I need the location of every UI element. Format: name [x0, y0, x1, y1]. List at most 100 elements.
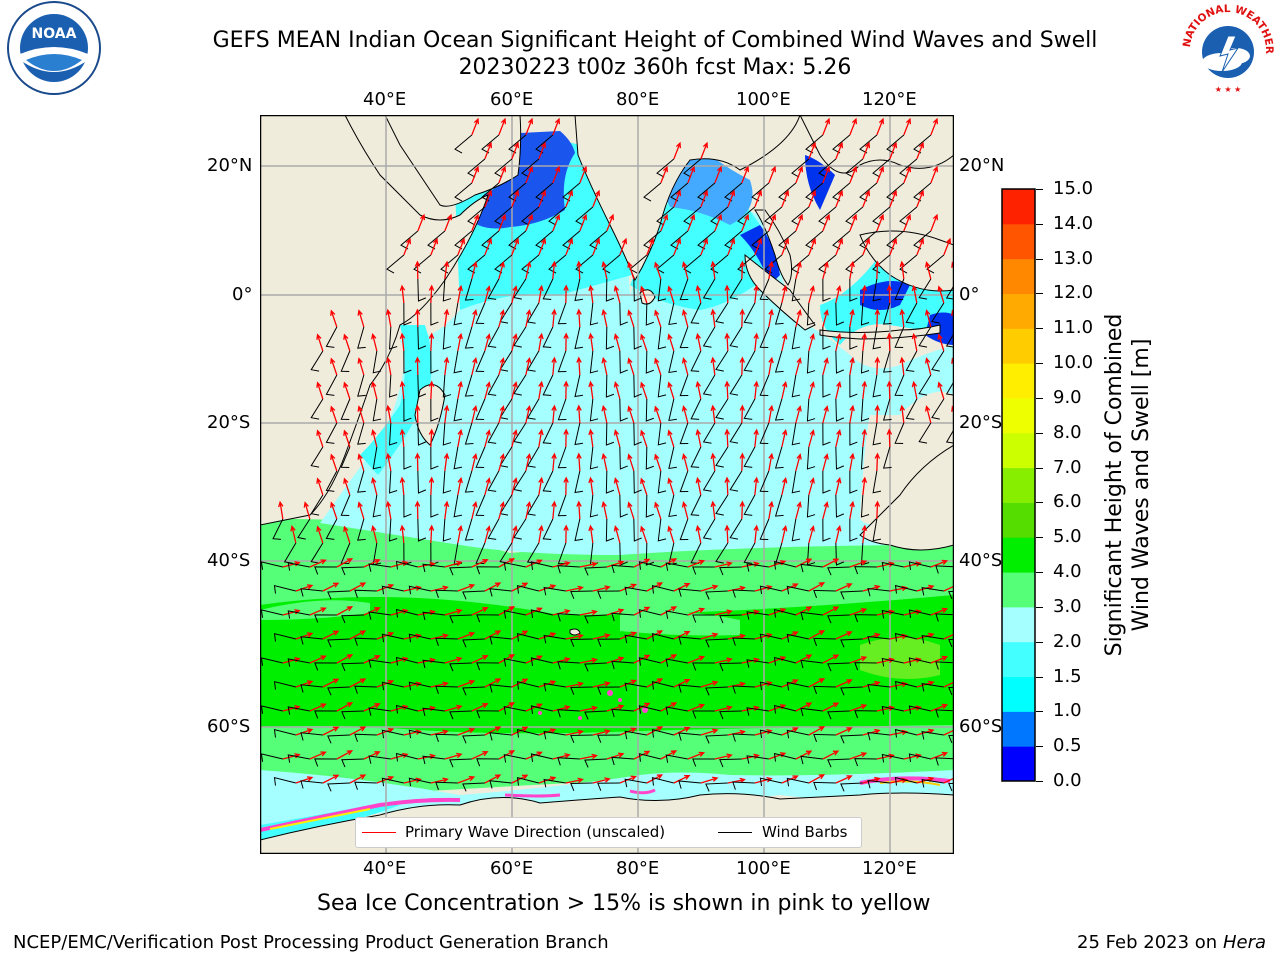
- wave-direction-arrow: [592, 777, 611, 784]
- colorbar-cell: [1002, 572, 1035, 608]
- chart-title: GEFS MEAN Indian Ocean Significant Heigh…: [212, 28, 1098, 53]
- wind-barb: [530, 609, 553, 618]
- wind-barb: [476, 662, 499, 671]
- wind-barb: [872, 206, 891, 226]
- wave-direction-arrow: [552, 117, 561, 136]
- wave-direction-arrow: [576, 260, 582, 280]
- wave-direction-arrow: [613, 525, 621, 544]
- wave-direction-arrow: [336, 654, 354, 664]
- wind-barb: [300, 636, 323, 645]
- wind-barb: [908, 753, 931, 763]
- wave-direction-arrow: [444, 213, 453, 232]
- wind-barb: [860, 542, 870, 566]
- wave-direction-arrow: [849, 704, 868, 712]
- wind-barb: [516, 728, 539, 738]
- wave-direction-arrow: [781, 476, 788, 496]
- wind-barb: [806, 398, 816, 422]
- wind-barb: [759, 777, 782, 787]
- wind-barb: [574, 374, 584, 398]
- wave-direction-arrow: [498, 309, 505, 328]
- wind-barb: [310, 542, 324, 564]
- wave-direction-arrow: [640, 429, 648, 448]
- wind-barb: [702, 518, 716, 540]
- wind-barb: [381, 633, 404, 643]
- wave-direction-arrow: [417, 213, 426, 232]
- colorbar-cell: [1002, 223, 1035, 260]
- wave-direction-arrow: [724, 284, 730, 304]
- wind-barb: [773, 656, 796, 666]
- wind-barb: [800, 707, 823, 717]
- wave-direction-arrow: [525, 607, 543, 616]
- wind-barb: [668, 350, 677, 374]
- wave-direction-arrow: [681, 357, 689, 376]
- wind-barb: [702, 278, 716, 300]
- wave-direction-arrow: [768, 165, 777, 184]
- wind-barb: [894, 374, 905, 396]
- wave-direction-arrow: [835, 775, 853, 784]
- wave-direction-arrow: [754, 585, 773, 592]
- wave-direction-arrow: [613, 429, 621, 448]
- wave-direction-arrow: [606, 213, 615, 232]
- lat-label-right: 20°N: [959, 155, 1005, 176]
- wind-barb: [530, 705, 553, 714]
- wave-direction-arrow: [835, 141, 844, 160]
- colorbar-tick-mark: [1036, 223, 1043, 225]
- wind-barb: [872, 158, 891, 178]
- wave-direction-arrow: [563, 428, 569, 448]
- wave-direction-arrow: [795, 606, 813, 616]
- wind-barb: [453, 302, 463, 326]
- wind-barb: [840, 734, 863, 744]
- wind-barb: [584, 614, 607, 624]
- wind-barb: [645, 542, 654, 566]
- wave-direction-arrow: [741, 165, 750, 184]
- colorbar-tick-mark: [1036, 293, 1043, 295]
- wave-direction-arrow: [822, 558, 840, 568]
- wind-barb: [633, 326, 642, 350]
- wave-direction-arrow: [687, 559, 706, 568]
- wave-direction-arrow: [768, 404, 774, 424]
- wind-barb: [774, 446, 784, 469]
- wave-direction-arrow: [781, 727, 799, 736]
- wind-barb: [521, 254, 540, 274]
- wind-barb: [462, 782, 485, 792]
- wind-barb: [487, 518, 500, 540]
- colorbar-cell: [1002, 293, 1035, 329]
- wind-barb: [422, 611, 445, 621]
- wave-direction-arrow: [754, 237, 763, 256]
- wave-direction-arrow: [808, 141, 817, 160]
- wind-barb: [791, 470, 801, 494]
- wave-direction-arrow: [849, 356, 855, 376]
- wave-direction-arrow: [457, 237, 466, 256]
- wind-barb: [860, 494, 870, 518]
- wave-direction-arrow: [808, 630, 826, 640]
- wind-barb: [854, 710, 877, 719]
- lon-label-bottom: 40°E: [363, 858, 407, 879]
- wind-barb: [570, 686, 593, 696]
- wind-barb: [665, 706, 688, 715]
- wave-direction-arrow: [498, 357, 505, 376]
- wave-direction-arrow: [700, 680, 719, 688]
- wind-barb: [557, 757, 580, 766]
- wave-direction-arrow: [498, 501, 505, 520]
- wind-barb: [643, 182, 662, 202]
- wave-direction-arrow: [538, 237, 547, 256]
- wind-barb: [638, 705, 661, 714]
- wind-barb: [476, 758, 499, 767]
- wind-barb: [786, 729, 809, 739]
- lat-label-right: 40°S: [959, 550, 1003, 571]
- wind-barb: [487, 374, 500, 396]
- wind-barb: [719, 614, 742, 624]
- wave-direction-arrow: [316, 477, 324, 496]
- wave-direction-arrow: [681, 501, 689, 520]
- colorbar-tick-mark: [1036, 781, 1043, 782]
- wind-barb: [442, 518, 452, 542]
- lat-label-left: 40°S: [207, 550, 251, 571]
- wave-direction-arrow: [899, 308, 906, 328]
- wave-direction-arrow: [371, 477, 378, 496]
- wave-direction-arrow: [525, 452, 532, 472]
- wind-barb: [516, 680, 539, 690]
- wave-direction-arrow: [681, 405, 689, 424]
- wind-barb: [827, 758, 850, 768]
- wind-barb: [516, 632, 539, 642]
- wind-barb: [759, 374, 770, 396]
